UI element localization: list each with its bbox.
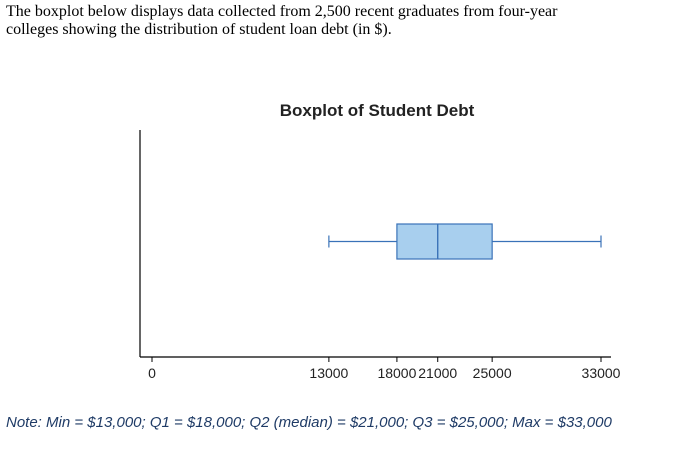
x-tick-label: 21000: [418, 365, 457, 381]
plot-area: 0 13000 18000 21000 25000 33000: [139, 130, 621, 381]
x-tick-label: 25000: [473, 365, 512, 381]
x-tick-label: 13000: [309, 365, 348, 381]
summary-note: Note: Min = $13,000; Q1 = $18,000; Q2 (m…: [6, 414, 612, 431]
chart-title: Boxplot of Student Debt: [280, 101, 475, 120]
x-tick-label: 18000: [377, 365, 416, 381]
iqr-box: [396, 223, 493, 260]
intro-line-2: colleges showing the distribution of stu…: [6, 21, 392, 38]
intro-text: The boxplot below displays data collecte…: [6, 3, 686, 39]
x-tick-label: 0: [148, 365, 156, 381]
x-tick-label: 33000: [582, 365, 621, 381]
intro-line-1: The boxplot below displays data collecte…: [6, 3, 558, 20]
